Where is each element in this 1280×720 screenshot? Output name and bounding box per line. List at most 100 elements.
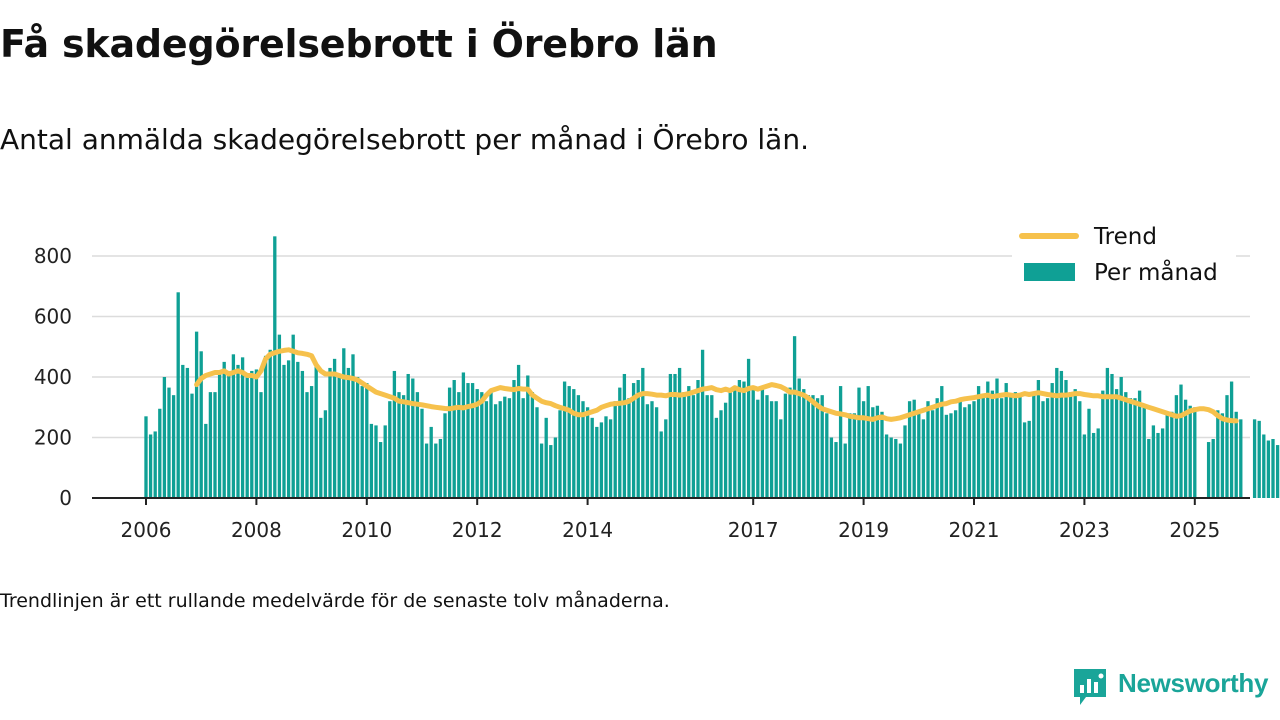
bar <box>691 395 696 498</box>
y-tick-label: 200 <box>34 426 72 450</box>
bar <box>286 360 291 498</box>
x-tick-label: 2017 <box>728 518 779 542</box>
bar <box>1234 411 1238 498</box>
bar <box>903 425 907 498</box>
bar <box>475 389 479 498</box>
bar <box>967 404 972 498</box>
bar <box>1137 390 1142 498</box>
bar <box>719 410 723 498</box>
bar <box>360 386 364 498</box>
bar <box>1257 420 1261 498</box>
bar <box>1055 367 1059 498</box>
bar <box>383 425 387 498</box>
bar <box>406 373 410 498</box>
bar <box>516 364 521 498</box>
bar <box>328 367 332 498</box>
bar <box>1151 425 1156 498</box>
bar <box>411 378 415 498</box>
bar <box>227 370 231 498</box>
bar <box>539 443 544 498</box>
bar <box>273 236 277 498</box>
bar <box>1183 399 1188 498</box>
bar <box>443 413 447 498</box>
bar <box>1216 410 1220 498</box>
bar <box>392 370 397 498</box>
bar <box>1082 434 1087 498</box>
bar <box>268 349 272 498</box>
bar <box>705 395 709 498</box>
x-tick-label: 2010 <box>341 518 392 542</box>
bar <box>1147 439 1151 498</box>
bar <box>599 422 604 499</box>
bar <box>783 393 788 498</box>
bar <box>1124 392 1128 499</box>
bar <box>263 355 268 498</box>
bar <box>926 401 930 498</box>
bar <box>829 437 834 498</box>
bar <box>452 380 456 498</box>
bar <box>696 380 700 498</box>
bar <box>631 383 636 498</box>
bar <box>1160 428 1165 498</box>
bar <box>797 378 801 498</box>
bar <box>963 407 967 498</box>
bar <box>1078 401 1082 498</box>
bar <box>369 423 374 498</box>
logo-dot <box>1098 673 1104 679</box>
bar <box>723 402 728 498</box>
bar <box>986 381 990 498</box>
bar <box>461 372 466 498</box>
bar <box>148 434 153 498</box>
brand-name: Newsworthy <box>1118 668 1269 698</box>
logo-bar-3 <box>1094 682 1098 693</box>
bar <box>700 349 705 498</box>
bar <box>231 354 236 498</box>
bar <box>907 401 912 498</box>
bar <box>181 364 185 498</box>
bar <box>558 410 562 498</box>
bar <box>378 442 383 498</box>
bar <box>158 408 162 498</box>
bar <box>314 366 318 498</box>
bar <box>167 387 171 498</box>
bar <box>1050 383 1054 498</box>
bar <box>296 361 300 499</box>
bar <box>1064 380 1068 498</box>
bar <box>1059 370 1064 498</box>
bar <box>774 401 778 498</box>
bar <box>972 401 976 498</box>
bar <box>305 392 309 499</box>
bar <box>944 414 949 498</box>
bar <box>894 439 898 498</box>
bar <box>590 417 594 498</box>
bar <box>190 393 194 498</box>
bar <box>530 392 535 499</box>
bar <box>374 425 378 498</box>
bar <box>861 401 866 498</box>
bar <box>507 398 512 498</box>
legend-bar-swatch <box>1024 263 1075 281</box>
bar <box>355 377 360 498</box>
bar <box>917 413 921 498</box>
bar <box>1027 420 1031 498</box>
bar <box>1073 389 1077 498</box>
bar <box>300 370 305 498</box>
bar <box>659 431 663 498</box>
bar <box>484 401 489 498</box>
bar <box>1170 411 1174 498</box>
bar <box>277 334 282 498</box>
bar <box>388 401 392 498</box>
bar <box>217 370 222 498</box>
bar <box>935 398 939 498</box>
bar <box>480 392 484 499</box>
footnote: Trendlinjen är ett rullande medelvärde f… <box>0 590 670 612</box>
bar <box>1271 439 1275 498</box>
bar <box>1101 390 1105 498</box>
bar <box>162 377 167 498</box>
bar <box>521 398 525 498</box>
axes: 2006 2008 2010 2012 2014 2017 2019 2021 2023 2025 <box>92 497 1250 542</box>
y-tick-label: 800 <box>34 244 72 268</box>
x-tick-label: 2008 <box>231 518 282 542</box>
bar <box>880 411 884 498</box>
